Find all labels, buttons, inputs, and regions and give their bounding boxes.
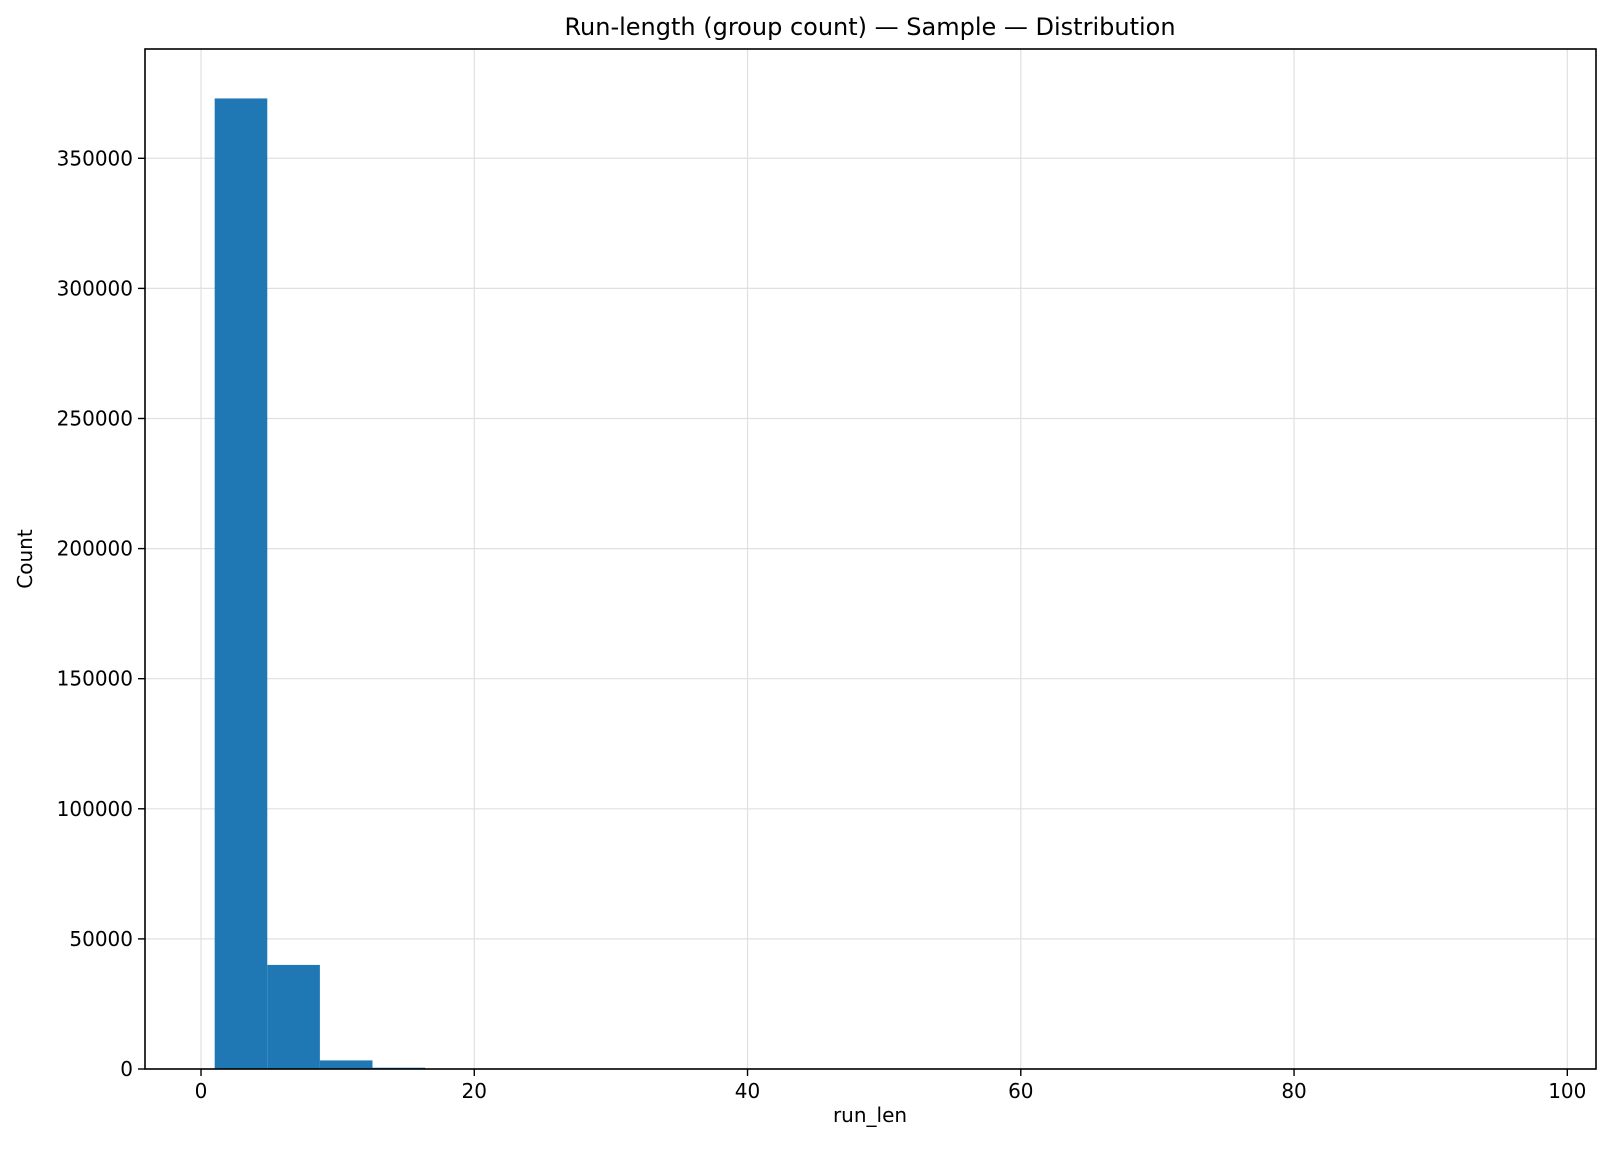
x-tick-label: 80: [1281, 1079, 1306, 1103]
grid-layer: [145, 49, 1596, 1070]
histogram-bar-3: [319, 1060, 373, 1069]
y-tick-label: 200000: [57, 537, 133, 561]
bars-layer: [214, 98, 531, 1069]
y-tick-label: 350000: [57, 146, 133, 170]
histogram-bar-2: [267, 964, 320, 1069]
x-tick-label: 40: [735, 1079, 760, 1103]
y-axis-label: Count: [13, 529, 37, 589]
y-tick-label: 300000: [57, 276, 133, 300]
y-tick-label: 50000: [69, 927, 133, 951]
x-axis-label: run_len: [833, 1103, 907, 1127]
x-tick-label: 0: [195, 1079, 208, 1103]
chart-title: Run-length (group count) — Sample — Dist…: [564, 13, 1175, 41]
x-tick-label: 20: [462, 1079, 487, 1103]
ticks-layer: 0 20 40 60 80 100 0 50000 100000 150000 200000 2500…: [57, 146, 1587, 1103]
y-tick-label: 250000: [57, 406, 133, 430]
plot-frame: [144, 48, 1597, 1070]
y-tick-label: 100000: [57, 797, 133, 821]
x-tick-label: 60: [1008, 1079, 1033, 1103]
y-tick-label: 0: [120, 1057, 133, 1081]
y-tick-label: 150000: [57, 667, 133, 691]
histogram-bar-1: [214, 98, 268, 1069]
x-tick-label: 100: [1548, 1079, 1586, 1103]
